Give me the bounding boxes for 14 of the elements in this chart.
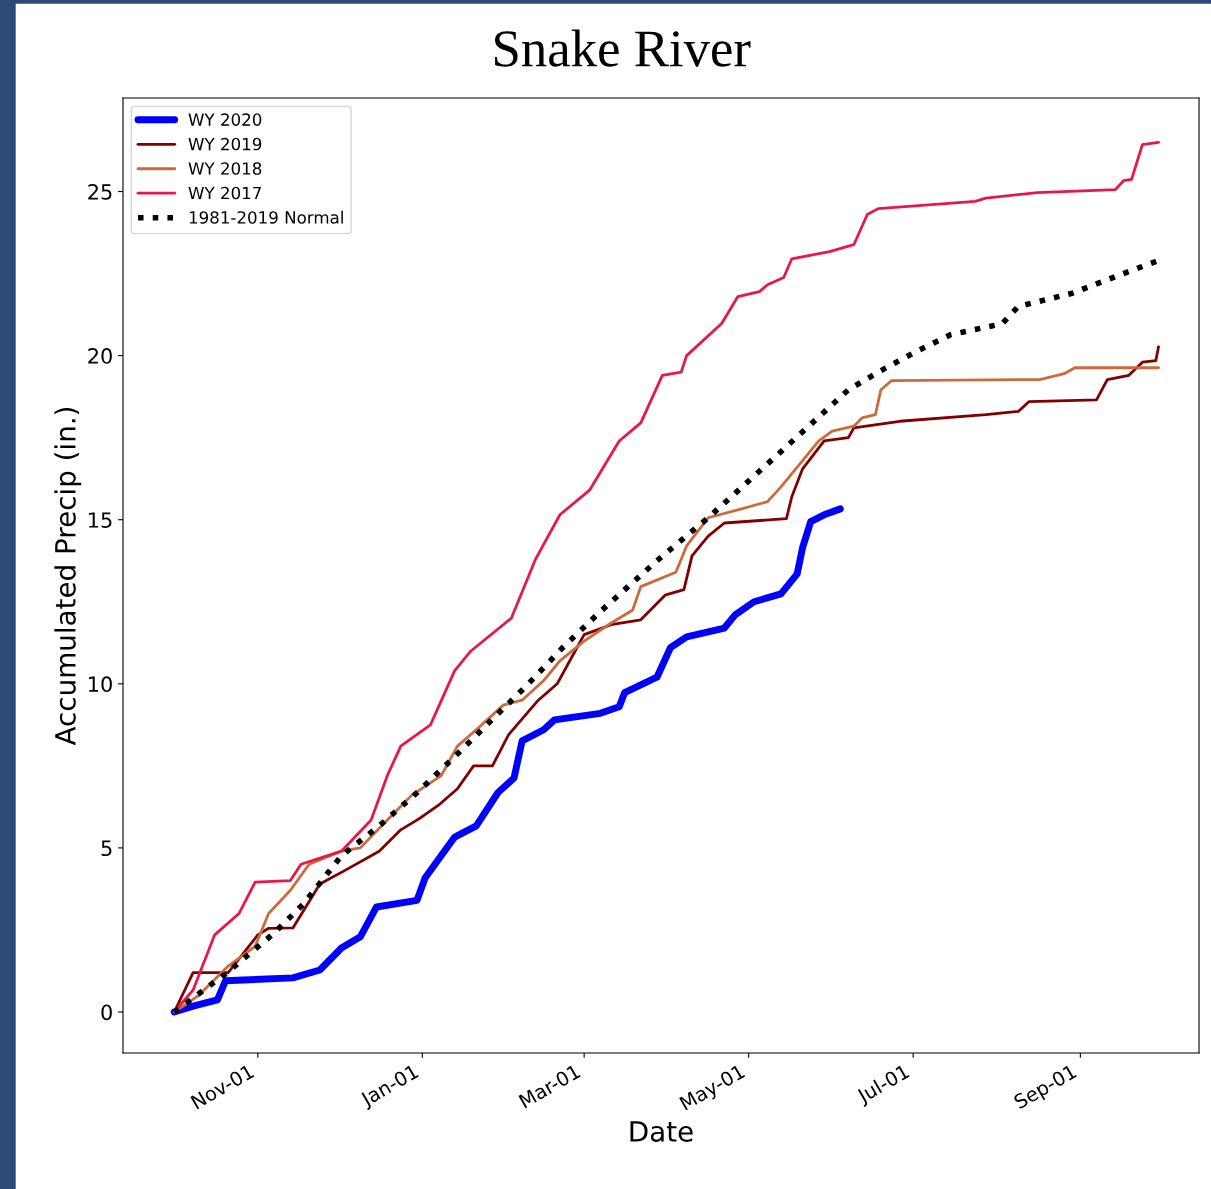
chart-title: Snake River (495, 29, 751, 67)
y-tick-label: 10 (89, 676, 112, 693)
x-axis-title: Date (630, 1121, 693, 1142)
y-tick-label: 20 (88, 348, 112, 364)
y-tick-label: 5 (101, 840, 112, 857)
y-tick-label: 0 (101, 1004, 112, 1021)
y-tick-label: 25 (88, 183, 112, 200)
legend-label: WY 2018 (188, 162, 262, 175)
y-tick-label: 15 (89, 512, 112, 528)
legend-label: 1981-2019 Normal (189, 210, 343, 224)
legend-label: WY 2020 (188, 113, 262, 126)
legend-label: WY 2019 (188, 137, 262, 151)
y-axis-title: Accumulated Precip (in.) (54, 407, 82, 746)
legend-label: WY 2017 (188, 186, 261, 200)
